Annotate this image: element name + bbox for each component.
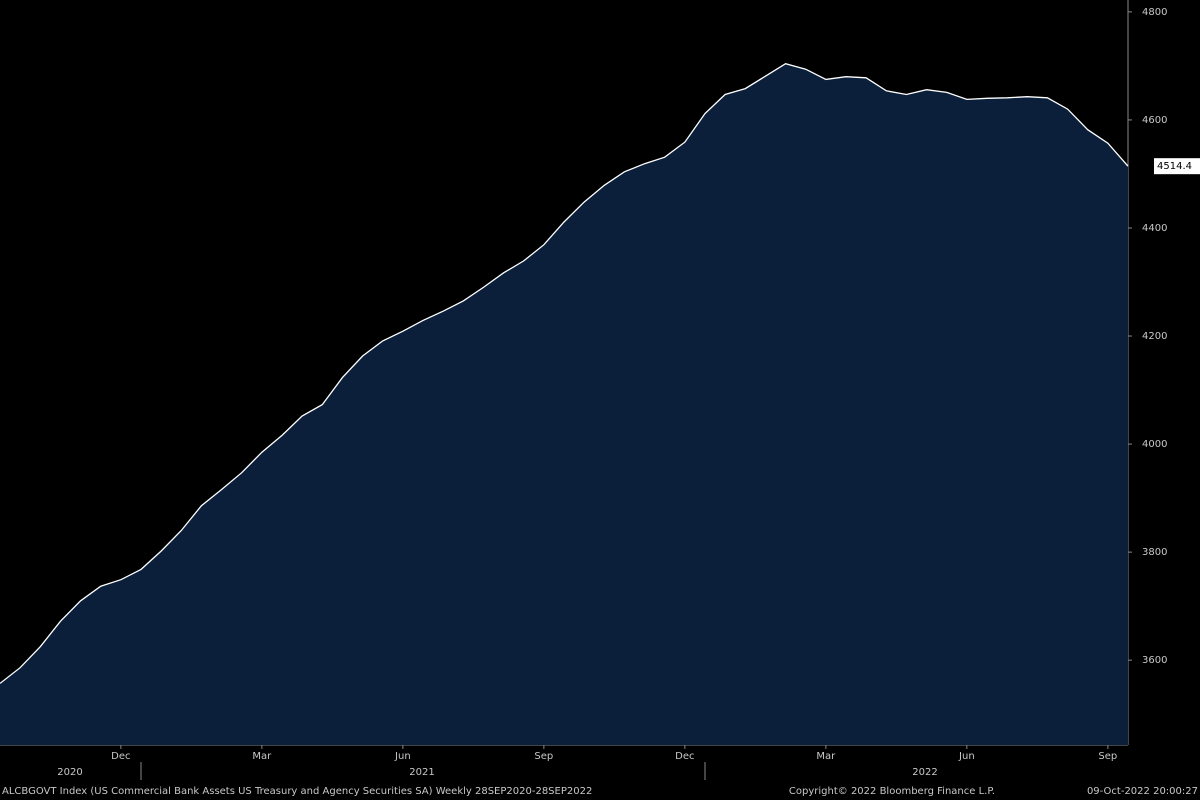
y-tick-label: 3800 bbox=[1142, 547, 1167, 558]
y-tick-label: 4200 bbox=[1142, 331, 1167, 342]
y-tick-label: 4800 bbox=[1142, 7, 1167, 18]
x-tick-label: Dec bbox=[675, 751, 694, 762]
last-value-box bbox=[1154, 158, 1200, 175]
year-label: 2022 bbox=[912, 767, 937, 778]
x-tick-label: Dec bbox=[111, 751, 130, 762]
x-tick-label: Mar bbox=[816, 751, 836, 762]
area-line bbox=[0, 62, 1129, 684]
x-tick-label: Sep bbox=[534, 751, 553, 762]
x-tick-label: Sep bbox=[1098, 751, 1117, 762]
y-tick-label: 4000 bbox=[1142, 439, 1167, 450]
y-tick-label: 3600 bbox=[1142, 655, 1167, 666]
last-value-label: 4514.4 bbox=[1157, 161, 1192, 172]
x-tick-label: Mar bbox=[252, 751, 272, 762]
y-tick-label: 4600 bbox=[1142, 115, 1167, 126]
year-label: 2021 bbox=[409, 767, 434, 778]
x-tick-label: Jun bbox=[394, 751, 411, 762]
footer-timestamp: 09-Oct-2022 20:00:27 bbox=[1087, 786, 1198, 797]
area-fill bbox=[0, 63, 1128, 745]
x-tick-label: Jun bbox=[958, 751, 975, 762]
y-tick-label: 4400 bbox=[1142, 223, 1167, 234]
footer-copyright: Copyright© 2022 Bloomberg Finance L.P. bbox=[789, 786, 995, 797]
year-label: 2020 bbox=[57, 767, 82, 778]
footer-description: ALCBGOVT Index (US Commercial Bank Asset… bbox=[2, 786, 592, 797]
